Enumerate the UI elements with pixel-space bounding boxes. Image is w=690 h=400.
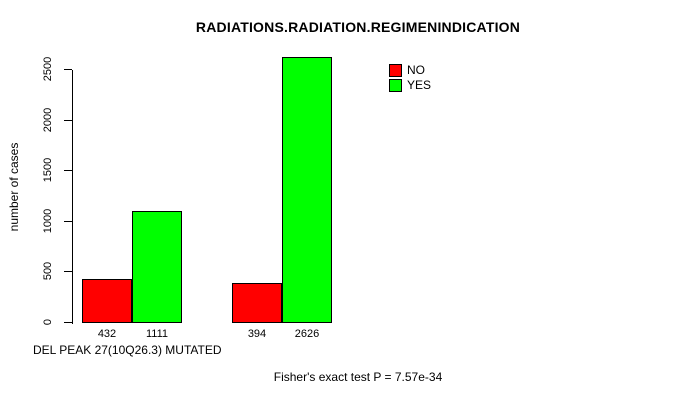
y-axis-line (72, 70, 73, 324)
y-tick-label: 1000 (42, 208, 54, 234)
y-tick-mark (64, 322, 72, 323)
bar-value-label: 394 (247, 328, 267, 340)
footnote-pvalue: Fisher's exact test P = 7.57e-34 (273, 370, 443, 384)
legend-item-no: NO (389, 64, 431, 77)
bar-value-label: 1111 (145, 328, 169, 340)
legend-label-yes: YES (407, 78, 432, 92)
x-axis-title: DEL PEAK 27(10Q26.3) MUTATED (33, 343, 222, 357)
bar-value-label: 432 (97, 328, 117, 340)
y-tick-mark (64, 69, 72, 70)
y-tick-label: 500 (42, 261, 54, 281)
y-tick-label: 2000 (42, 107, 54, 133)
y-tick-mark (64, 221, 72, 222)
y-tick-label: 0 (42, 318, 54, 326)
y-tick-mark (64, 170, 72, 171)
bar-yes-group1 (132, 211, 182, 323)
legend-swatch-yes (389, 79, 402, 92)
bar-no-group1 (82, 279, 132, 323)
y-tick-label: 1500 (42, 157, 54, 183)
y-tick-mark (64, 271, 72, 272)
bar-yes-group2 (282, 57, 332, 323)
bar-value-label: 2626 (294, 328, 320, 340)
bar-no-group2 (232, 283, 282, 323)
legend: NO YES (389, 64, 431, 94)
y-tick-mark (64, 120, 72, 121)
legend-label-no: NO (407, 63, 425, 77)
legend-item-yes: YES (389, 79, 431, 92)
chart-title: RADIATIONS.RADIATION.REGIMENINDICATION (195, 19, 521, 35)
y-tick-label: 2500 (42, 56, 54, 82)
legend-swatch-no (389, 64, 402, 77)
